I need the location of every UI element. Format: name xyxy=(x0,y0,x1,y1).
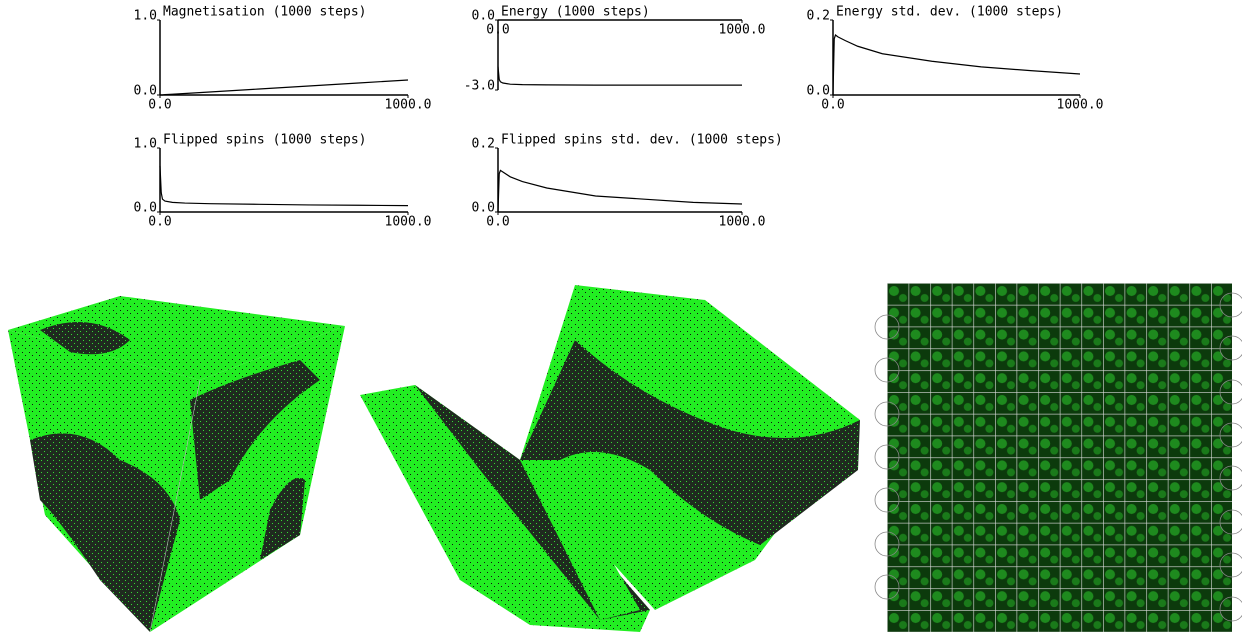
data-line xyxy=(497,169,743,213)
chart-title: Energy (1000 steps) xyxy=(501,5,650,20)
x-tick-label: 1000.0 xyxy=(1057,98,1104,113)
data-line xyxy=(497,66,742,86)
mini-chart: Energy (1000 steps) -3.0 0.00.0 1000.0 xyxy=(464,5,766,94)
x-tick-label: 0.0 xyxy=(148,98,171,113)
y-tick-label: 0.0 xyxy=(134,84,157,99)
y-tick-label: 1.0 xyxy=(134,9,157,24)
mini-chart: Flipped spins std. dev. (1000 steps)0.00… xyxy=(472,133,783,230)
y-tick-label: 0.0 xyxy=(134,201,157,216)
x-tick-label: 0.0 xyxy=(486,23,509,38)
y-tick-label: -3.0 xyxy=(464,79,495,94)
x-tick-label: 0.0 xyxy=(486,215,509,230)
x-tick-label: 1000.0 xyxy=(385,98,432,113)
x-tick-label: 1000.0 xyxy=(385,215,432,230)
mini-chart: Flipped spins (1000 steps) 0.0 1.0 0.0 1000.… xyxy=(134,133,432,230)
chart-title: Flipped spins std. dev. (1000 steps) xyxy=(501,133,783,148)
chart-title: Flipped spins (1000 steps) xyxy=(163,133,367,148)
y-tick-label: 0.0 xyxy=(472,9,495,24)
split-cube-view xyxy=(360,285,860,632)
y-tick-label: 1.0 xyxy=(134,137,157,152)
cube-view xyxy=(8,296,345,633)
data-line xyxy=(160,79,409,96)
x-tick-label: 1000.0 xyxy=(719,23,766,38)
data-line xyxy=(159,165,409,207)
x-tick-label: 0.0 xyxy=(821,98,844,113)
mini-chart: Energy std. dev. (1000 steps) 0.0 0.2 0.0 10… xyxy=(807,5,1104,113)
chart-title: Magnetisation (1000 steps) xyxy=(163,5,367,20)
x-tick-label: 0.0 xyxy=(148,215,171,230)
chart-title: Energy std. dev. (1000 steps) xyxy=(836,5,1063,20)
mini-chart: Magnetisation (1000 steps) 0.0 1.0 0.0 1000.… xyxy=(134,5,432,113)
y-tick-label: 0.2 xyxy=(807,9,830,24)
y-tick-label: 0.0 xyxy=(807,84,830,99)
x-tick-label: 1000.0 xyxy=(719,215,766,230)
y-tick-label: 0.0 xyxy=(472,201,495,216)
data-line xyxy=(832,34,1081,96)
y-tick-label: 0.2 xyxy=(472,137,495,152)
slice-grid xyxy=(874,283,1242,632)
